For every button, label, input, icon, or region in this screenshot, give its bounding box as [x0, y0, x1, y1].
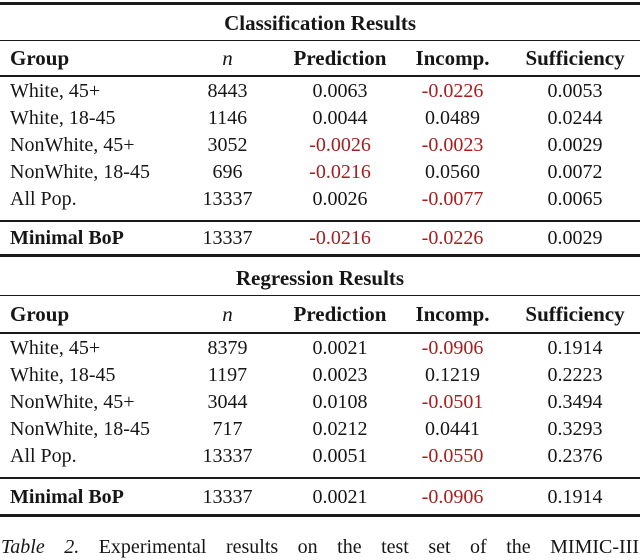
summary-label-cell: Minimal BoP [0, 220, 170, 256]
value-cell: 0.0441 [425, 417, 480, 440]
summary-value-cell: 0.1914 [510, 477, 640, 516]
table-row: NonWhite, 18-45 696 -0.0216 0.0560 0.0072 [0, 158, 640, 185]
column-header-n: n [170, 295, 285, 334]
value-cell: 0.0065 [547, 187, 603, 210]
value-cell: 0.1219 [425, 363, 480, 386]
table-section-title: Regression Results [0, 257, 640, 296]
value-cell: -0.0077 [421, 187, 484, 210]
minimal-bop-row: Minimal BoP 13337 -0.0216 -0.0226 0.0029 [0, 220, 640, 256]
value-cell: 13337 [202, 444, 253, 467]
value-cell: 13337 [202, 187, 253, 210]
table-caption-label: Table 2. [1, 536, 80, 558]
value-cell: 0.2223 [547, 363, 603, 386]
group-cell: NonWhite, 18-45 [10, 160, 150, 183]
column-header-incomp: Incomp. [395, 40, 510, 77]
header-row: Group n Prediction Incomp. Sufficiency [0, 295, 640, 334]
column-header-sufficiency: Sufficiency [510, 40, 640, 77]
value-cell: 0.0029 [547, 133, 603, 156]
table-row: NonWhite, 45+ 3044 0.0108 -0.0501 0.3494 [0, 388, 640, 415]
column-header-sufficiency: Sufficiency [510, 295, 640, 334]
column-header-group: Group [0, 295, 170, 334]
value-cell: 8443 [207, 79, 248, 102]
summary-value-cell: -0.0906 [395, 477, 510, 516]
value-cell: -0.0906 [421, 336, 484, 359]
table-row: White, 45+ 8379 0.0021 -0.0906 0.1914 [0, 333, 640, 361]
value-cell: 0.0021 [312, 336, 368, 359]
value-cell: 0.0489 [425, 106, 480, 129]
value-cell: 0.3494 [547, 390, 603, 413]
group-cell: White, 45+ [10, 336, 101, 359]
summary-value-cell: -0.0226 [395, 220, 510, 256]
table-row: All Pop. 13337 0.0026 -0.0077 0.0065 [0, 185, 640, 221]
table-title-row: Classification Results [0, 3, 640, 41]
summary-value-cell: 0.0021 [285, 477, 395, 516]
value-cell: 0.0108 [312, 390, 368, 413]
minimal-bop-row: Minimal BoP 13337 0.0021 -0.0906 0.1914 [0, 477, 640, 516]
table-row: White, 45+ 8443 0.0063 -0.0226 0.0053 [0, 76, 640, 104]
value-cell: -0.0026 [309, 133, 371, 156]
table-title-row: Regression Results [0, 257, 640, 296]
value-cell: 1146 [207, 106, 248, 129]
group-cell: NonWhite, 45+ [10, 390, 135, 413]
value-cell: 0.0063 [312, 79, 368, 102]
value-cell: -0.0216 [309, 160, 371, 183]
group-cell: White, 18-45 [10, 106, 116, 129]
value-cell: 3052 [207, 133, 248, 156]
group-cell: NonWhite, 45+ [10, 133, 135, 156]
value-cell: 0.1914 [547, 336, 603, 359]
group-cell: NonWhite, 18-45 [10, 417, 150, 440]
summary-value-cell: 0.0029 [510, 220, 640, 256]
column-header-prediction: Prediction [285, 295, 395, 334]
summary-value-cell: 13337 [170, 220, 285, 256]
value-cell: 0.0044 [312, 106, 368, 129]
value-cell: 0.0051 [312, 444, 368, 467]
regression-results-table: Regression Results Group n Prediction Incomp… [0, 257, 640, 517]
value-cell: 1197 [207, 363, 248, 386]
value-cell: 0.0023 [312, 363, 368, 386]
table-row: White, 18-45 1197 0.0023 0.1219 0.2223 [0, 361, 640, 388]
value-cell: 0.0053 [547, 79, 603, 102]
value-cell: 3044 [207, 390, 248, 413]
group-cell: All Pop. [10, 187, 77, 210]
table-caption-text: Experimental results on the test set of … [98, 536, 639, 558]
value-cell: 8379 [207, 336, 248, 359]
value-cell: 0.3293 [547, 417, 603, 440]
value-cell: 0.0244 [547, 106, 603, 129]
value-cell: 0.2376 [547, 444, 603, 467]
group-cell: White, 45+ [10, 79, 101, 102]
value-cell: -0.0501 [421, 390, 484, 413]
classification-results-table: Classification Results Group n Prediction In… [0, 2, 640, 257]
summary-label-cell: Minimal BoP [0, 477, 170, 516]
table-row: White, 18-45 1146 0.0044 0.0489 0.0244 [0, 104, 640, 131]
value-cell: 0.0560 [425, 160, 480, 183]
table-row: NonWhite, 45+ 3052 -0.0026 -0.0023 0.0029 [0, 131, 640, 158]
column-header-prediction: Prediction [285, 40, 395, 77]
value-cell: 696 [212, 160, 243, 183]
table-row: NonWhite, 18-45 717 0.0212 0.0441 0.3293 [0, 415, 640, 442]
value-cell: -0.0023 [421, 133, 484, 156]
column-header-group: Group [0, 40, 170, 77]
table-section-title: Classification Results [0, 3, 640, 41]
table-row: All Pop. 13337 0.0051 -0.0550 0.2376 [0, 442, 640, 478]
header-row: Group n Prediction Incomp. Sufficiency [0, 40, 640, 77]
table-caption: Table 2. Experimental results on the tes… [0, 534, 640, 560]
column-header-n: n [170, 40, 285, 77]
summary-value-cell: -0.0216 [285, 220, 395, 256]
value-cell: 0.0072 [547, 160, 603, 183]
group-cell: White, 18-45 [10, 363, 116, 386]
value-cell: -0.0550 [421, 444, 484, 467]
summary-value-cell: 13337 [170, 477, 285, 516]
value-cell: 0.0026 [312, 187, 368, 210]
value-cell: -0.0226 [421, 79, 484, 102]
column-header-incomp: Incomp. [395, 295, 510, 334]
group-cell: All Pop. [10, 444, 77, 467]
value-cell: 717 [212, 417, 243, 440]
value-cell: 0.0212 [312, 417, 368, 440]
